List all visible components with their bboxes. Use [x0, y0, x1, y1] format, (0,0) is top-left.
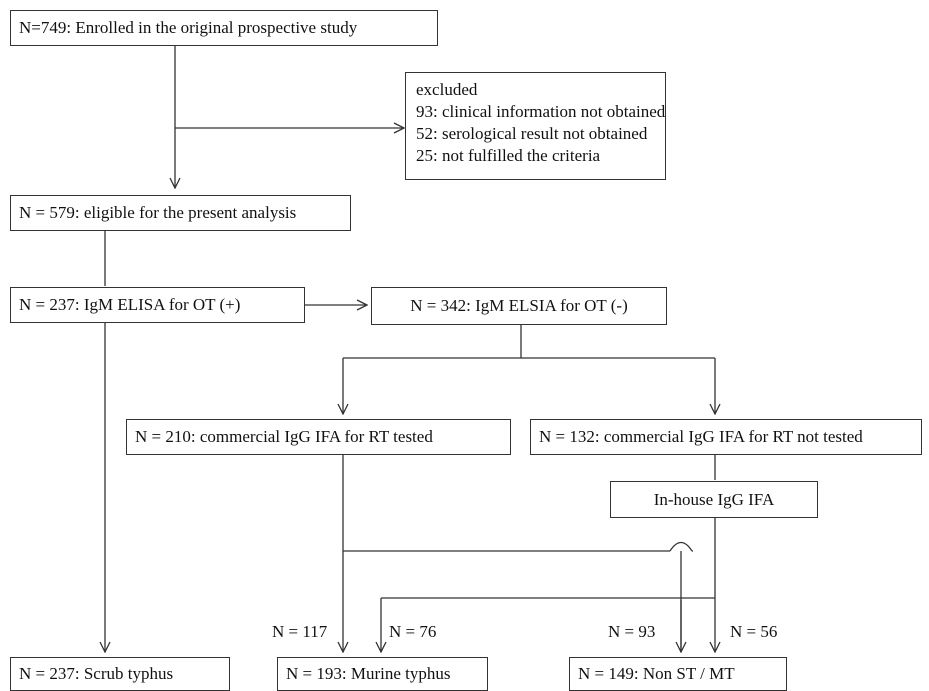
- box-inhouse-ifa: In-house IgG IFA: [610, 481, 818, 518]
- edge-label-76: N = 76: [389, 622, 437, 641]
- excluded-title: excluded: [416, 80, 478, 99]
- connector-hop-bridge: [669, 541, 693, 552]
- edge-label-56: N = 56: [730, 622, 778, 641]
- box-ifa-not-tested: N = 132: commercial IgG IFA for RT not t…: [530, 419, 922, 455]
- excluded-line-1: 93: clinical information not obtained: [416, 102, 666, 121]
- excluded-line-3: 25: not fulfilled the criteria: [416, 146, 601, 165]
- box-ifa-tested: N = 210: commercial IgG IFA for RT teste…: [126, 419, 511, 455]
- box-igm-negative: N = 342: IgM ELSIA for OT (-): [371, 287, 667, 325]
- box-murine-typhus: N = 193: Murine typhus: [277, 657, 488, 691]
- box-enrolled: N=749: Enrolled in the original prospect…: [10, 10, 438, 46]
- box-excluded: excluded 93: clinical information not ob…: [405, 72, 666, 180]
- box-scrub-typhus: N = 237: Scrub typhus: [10, 657, 230, 691]
- box-non-st-mt: N = 149: Non ST / MT: [569, 657, 787, 691]
- edge-label-93: N = 93: [608, 622, 656, 641]
- edge-label-117: N = 117: [272, 622, 328, 641]
- box-igm-positive: N = 237: IgM ELISA for OT (+): [10, 287, 305, 323]
- box-eligible: N = 579: eligible for the present analys…: [10, 195, 351, 231]
- excluded-line-2: 52: serological result not obtained: [416, 124, 648, 143]
